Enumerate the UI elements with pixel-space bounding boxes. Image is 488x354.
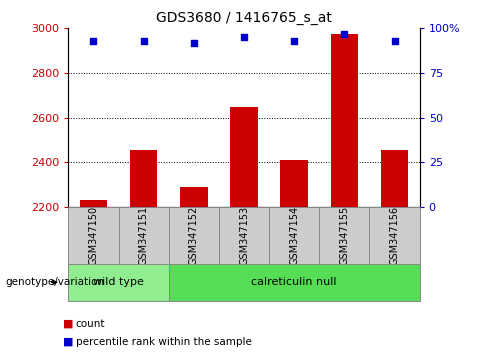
Bar (130, 150, 158, 207)
Text: wild type: wild type (93, 277, 144, 287)
Text: GSM347154: GSM347154 (289, 206, 299, 265)
Bar (281, 160, 308, 207)
Text: GSM347152: GSM347152 (189, 206, 199, 265)
Point (89, 38, 97, 44)
Point (190, 40, 198, 45)
Text: genotype/variation: genotype/variation (5, 277, 104, 287)
Bar (269, 207, 319, 264)
Bar (80, 200, 107, 207)
Text: calreticulin null: calreticulin null (251, 277, 337, 287)
Bar (369, 207, 420, 264)
Bar (230, 107, 258, 207)
Bar (180, 187, 207, 207)
Text: GSM347151: GSM347151 (139, 206, 149, 265)
Bar (169, 207, 219, 264)
Bar (330, 34, 358, 207)
Text: count: count (76, 319, 105, 329)
Text: GSM347155: GSM347155 (339, 206, 349, 265)
Point (290, 38, 298, 44)
Text: ■: ■ (63, 319, 74, 329)
Text: ■: ■ (63, 337, 74, 347)
Text: GSM347156: GSM347156 (389, 206, 400, 265)
Title: GDS3680 / 1416765_s_at: GDS3680 / 1416765_s_at (156, 11, 332, 24)
Bar (219, 207, 269, 264)
Point (140, 38, 147, 44)
Bar (68, 264, 169, 301)
Bar (119, 207, 169, 264)
Text: GSM347153: GSM347153 (239, 206, 249, 265)
Bar (169, 264, 420, 301)
Point (240, 34, 248, 40)
Bar (381, 150, 408, 207)
Text: GSM347150: GSM347150 (88, 206, 99, 265)
Bar (319, 207, 369, 264)
Point (391, 38, 399, 44)
Point (341, 31, 348, 36)
Text: percentile rank within the sample: percentile rank within the sample (76, 337, 251, 347)
Bar (68, 207, 119, 264)
